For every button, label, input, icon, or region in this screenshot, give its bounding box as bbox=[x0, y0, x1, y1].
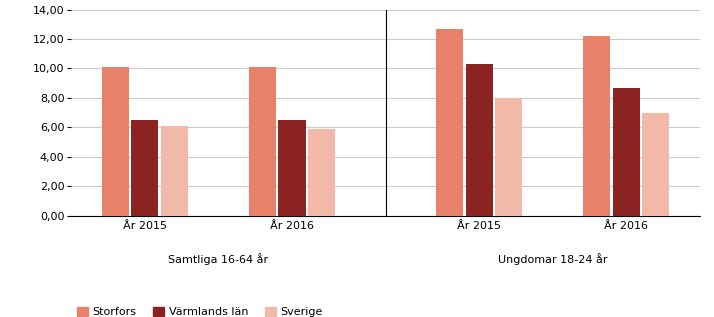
Legend: Storfors, Värmlands län, Sverige: Storfors, Värmlands län, Sverige bbox=[77, 307, 323, 317]
Bar bbox=[495, 98, 522, 216]
Bar bbox=[613, 87, 640, 216]
Bar bbox=[278, 120, 306, 216]
Bar bbox=[249, 67, 276, 216]
Bar bbox=[583, 36, 610, 216]
Bar bbox=[642, 113, 669, 216]
Bar bbox=[131, 120, 159, 216]
Text: Ungdomar 18-24 år: Ungdomar 18-24 år bbox=[498, 253, 608, 265]
Bar bbox=[466, 64, 493, 216]
Bar bbox=[436, 29, 463, 216]
Bar bbox=[161, 126, 188, 216]
Bar bbox=[308, 129, 335, 216]
Text: Samtliga 16-64 år: Samtliga 16-64 år bbox=[169, 253, 268, 265]
Bar bbox=[102, 67, 129, 216]
